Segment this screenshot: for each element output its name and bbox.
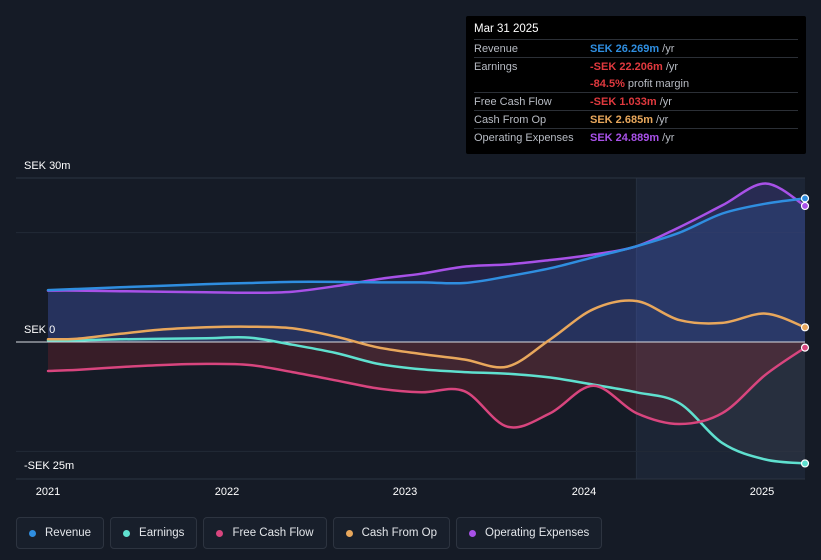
legend-free-cash-flow[interactable]: Free Cash Flow bbox=[203, 517, 327, 549]
x-tick-2023: 2023 bbox=[392, 486, 418, 498]
legend-label: Revenue bbox=[45, 527, 92, 539]
chart-canvas bbox=[16, 177, 810, 480]
legend-dot-icon bbox=[123, 529, 131, 537]
tooltip-value: SEK 2.685m bbox=[590, 113, 653, 126]
tooltip-row-cfo: Cash From Op SEK 2.685m /yr bbox=[474, 110, 798, 128]
revenue-area bbox=[48, 198, 805, 342]
x-tick-2022: 2022 bbox=[214, 486, 240, 498]
tooltip-label: Revenue bbox=[474, 42, 519, 55]
free-cash-flow-line bbox=[46, 346, 807, 429]
legend-label: Free Cash Flow bbox=[232, 527, 314, 539]
tooltip-value: -SEK 22.206m bbox=[590, 60, 663, 73]
legend-dot-icon bbox=[29, 529, 36, 537]
data-tooltip: Mar 31 2025 Revenue SEK 26.269m /yr Earn… bbox=[466, 16, 806, 154]
tooltip-row-revenue: Revenue SEK 26.269m /yr bbox=[474, 39, 798, 57]
legend-dot-icon bbox=[469, 529, 477, 537]
tooltip-row-margin: -84.5% profit margin bbox=[474, 75, 798, 92]
y-label-top: SEK 30m bbox=[24, 160, 71, 172]
x-tick-2025: 2025 bbox=[749, 486, 775, 498]
cash-from-op-line bbox=[46, 299, 807, 369]
tooltip-label: Free Cash Flow bbox=[474, 95, 552, 108]
tooltip-row-fcf: Free Cash Flow -SEK 1.033m /yr bbox=[474, 92, 798, 110]
legend-earnings[interactable]: Earnings bbox=[110, 517, 198, 549]
free-cash-flow-endpoint bbox=[800, 343, 810, 352]
operating-expenses-line bbox=[46, 182, 807, 295]
operating-expenses-endpoint bbox=[800, 201, 810, 211]
y-label-zero: SEK 0 bbox=[24, 324, 56, 336]
legend-revenue[interactable]: Revenue bbox=[16, 517, 105, 549]
legend-label: Operating Expenses bbox=[485, 527, 590, 539]
tooltip-row-opex: Operating Expenses SEK 24.889m /yr bbox=[474, 128, 798, 146]
tooltip-label: Earnings bbox=[474, 60, 518, 73]
earnings-endpoint bbox=[800, 459, 810, 468]
tooltip-value: -SEK 1.033m bbox=[590, 95, 657, 108]
highlight-band bbox=[636, 178, 805, 479]
legend-operating-expenses[interactable]: Operating Expenses bbox=[456, 517, 603, 549]
cash-from-op-endpoint bbox=[800, 323, 810, 332]
tooltip-label: Operating Expenses bbox=[474, 131, 574, 144]
earnings-line bbox=[46, 335, 807, 465]
tooltip-value: SEK 24.889m bbox=[590, 131, 660, 144]
legend: Revenue Earnings Free Cash Flow Cash Fro… bbox=[16, 517, 603, 549]
tooltip-label: Cash From Op bbox=[474, 113, 547, 126]
tooltip-unit: /yr bbox=[656, 113, 669, 126]
legend-dot-icon bbox=[345, 529, 353, 537]
tooltip-value: SEK 26.269m bbox=[590, 42, 660, 55]
tooltip-unit: /yr bbox=[662, 131, 675, 144]
legend-dot-icon bbox=[216, 529, 224, 537]
tooltip-unit: /yr bbox=[662, 42, 675, 55]
x-tick-2021: 2021 bbox=[35, 486, 61, 498]
revenue-line bbox=[46, 197, 807, 292]
tooltip-unit: /yr bbox=[665, 60, 679, 73]
legend-cash-from-op[interactable]: Cash From Op bbox=[332, 517, 451, 549]
y-label-bottom: -SEK 25m bbox=[24, 460, 75, 472]
tooltip-unit: /yr bbox=[659, 95, 672, 108]
revenue-endpoint bbox=[800, 194, 810, 203]
tooltip-unit: profit margin bbox=[627, 77, 690, 90]
x-tick-2024: 2024 bbox=[571, 486, 597, 498]
tooltip-value: -84.5% bbox=[590, 77, 625, 90]
earnings-area bbox=[48, 337, 805, 464]
tooltip-row-earnings: Earnings -SEK 22.206m /yr bbox=[474, 57, 798, 75]
legend-label: Earnings bbox=[139, 527, 185, 539]
legend-label: Cash From Op bbox=[361, 527, 438, 539]
tooltip-date: Mar 31 2025 bbox=[474, 23, 539, 35]
